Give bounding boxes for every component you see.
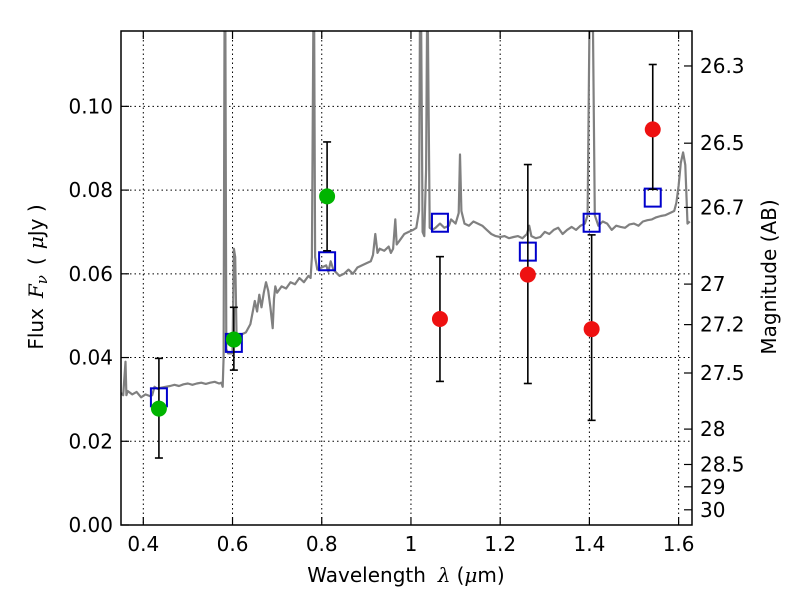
y-axis-label-text: Flux	[24, 308, 48, 350]
plot-layer	[121, 31, 691, 459]
model-photometry-point	[430, 212, 449, 233]
y-tick-label: 0.00	[68, 513, 113, 537]
y-axis-label-nu: ν	[33, 275, 51, 284]
x-tick-label: 1.6	[663, 532, 695, 556]
tick-layer: 0.4 0.6 0.8 1 1.2 1.4 1.6 0.00 0.02 0.04 0.06 0.08 0…	[68, 31, 745, 556]
y-axis-label-unit: Jy )	[24, 204, 48, 238]
magnitude-tick-label: 26.3	[700, 54, 745, 78]
y-axis-label-mu: μ	[24, 236, 48, 249]
magnitude-tick-label: 26.7	[700, 195, 745, 219]
model-photometry-point	[318, 251, 337, 272]
x-axis-label: Wavelength λ (μm)	[307, 563, 504, 587]
model-spectrum-line	[121, 31, 691, 399]
grid-layer	[121, 31, 692, 525]
y-tick-label: 0.04	[68, 346, 113, 370]
x-axis-label-unit-open: (	[457, 563, 465, 587]
x-axis-label-text: Wavelength	[307, 563, 426, 587]
magnitude-tick-label: 27.2	[700, 313, 745, 337]
y-axis-label-unit-open: (	[24, 257, 48, 265]
magnitude-axis-label: Magnitude (AB)	[757, 199, 781, 354]
model-photometry-point	[643, 187, 662, 208]
x-tick-label: 0.8	[306, 532, 338, 556]
marginal_detections-point	[644, 121, 661, 138]
magnitude-tick-label: 28.5	[700, 452, 745, 476]
magnitude-tick-label: 29	[700, 475, 725, 499]
y-axis-label-F: F	[24, 283, 48, 299]
magnitude-tick-label: 28	[700, 417, 725, 441]
y-tick-label: 0.08	[68, 178, 113, 202]
x-tick-label: 1	[405, 532, 418, 556]
y-tick-label: 0.06	[68, 262, 113, 286]
magnitude-tick-label: 27	[700, 272, 725, 296]
marginal_detections-point	[519, 266, 536, 283]
x-tick-label: 0.6	[217, 532, 249, 556]
magnitude-tick-label: 27.5	[700, 361, 745, 385]
model-photometry-point	[582, 212, 601, 233]
x-axis-label-mu: μ	[464, 563, 477, 587]
x-tick-label: 1.4	[573, 532, 605, 556]
magnitude-tick-label: 26.5	[700, 131, 745, 155]
y-tick-label: 0.10	[68, 94, 113, 118]
magnitude-tick-label: 30	[700, 498, 725, 522]
y-axis-label: Flux Fν ( μJy )	[24, 204, 51, 349]
x-tick-label: 0.4	[127, 532, 159, 556]
y-tick-label: 0.02	[68, 429, 113, 453]
detections-point	[150, 400, 167, 417]
marginal_detections-point	[431, 311, 448, 328]
marginal_detections-point	[583, 321, 600, 338]
plot-frame	[120, 30, 693, 526]
x-axis-label-unit: m)	[477, 563, 504, 587]
x-axis-label-lambda: λ	[437, 563, 451, 587]
detections-point	[319, 188, 336, 205]
x-tick-label: 1.2	[484, 532, 516, 556]
detections-point	[225, 331, 242, 348]
